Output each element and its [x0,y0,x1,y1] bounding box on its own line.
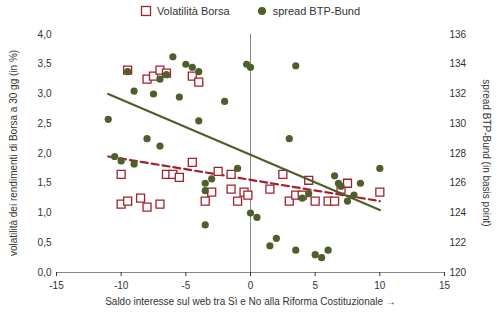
svg-text:136: 136 [450,29,467,40]
svg-text:5: 5 [312,280,318,291]
svg-text:128: 128 [450,148,467,159]
svg-text:126: 126 [450,177,467,188]
html-text:Volatilità Borsa: Volatilità Borsa [156,5,230,17]
html-text:spread BTP-Bund: spread BTP-Bund [272,5,361,17]
html-text:volatilità dei rendimenti di B: volatilità dei rendimenti di Borsa a 30 … [8,49,19,257]
svg-text:124: 124 [450,207,467,218]
svg-text:0,5: 0,5 [38,237,52,248]
svg-text:10: 10 [374,280,386,291]
svg-text:0: 0 [248,280,254,291]
svg-text:-15: -15 [49,280,64,291]
svg-text:3,5: 3,5 [38,58,52,69]
html-text:spread BTP-Bund (in basis poin: spread BTP-Bund (in basis point) [481,79,492,227]
svg-text:-10: -10 [114,280,129,291]
svg-text:134: 134 [450,58,467,69]
svg-text:3,0: 3,0 [38,88,52,99]
svg-text:Saldo interesse sul web tra Sì: Saldo interesse sul web tra Sì e No alla… [105,296,396,307]
svg-text:-5: -5 [181,280,190,291]
svg-text:130: 130 [450,118,467,129]
svg-text:1,5: 1,5 [38,177,52,188]
svg-text:2,5: 2,5 [38,118,52,129]
svg-text:1,0: 1,0 [38,207,52,218]
svg-text:120: 120 [450,267,467,278]
svg-text:2,0: 2,0 [38,148,52,159]
svg-text:15: 15 [439,280,451,291]
svg-text:0,0: 0,0 [38,267,52,278]
svg-text:132: 132 [450,88,467,99]
svg-text:122: 122 [450,237,467,248]
svg-text:4,0: 4,0 [38,29,52,40]
